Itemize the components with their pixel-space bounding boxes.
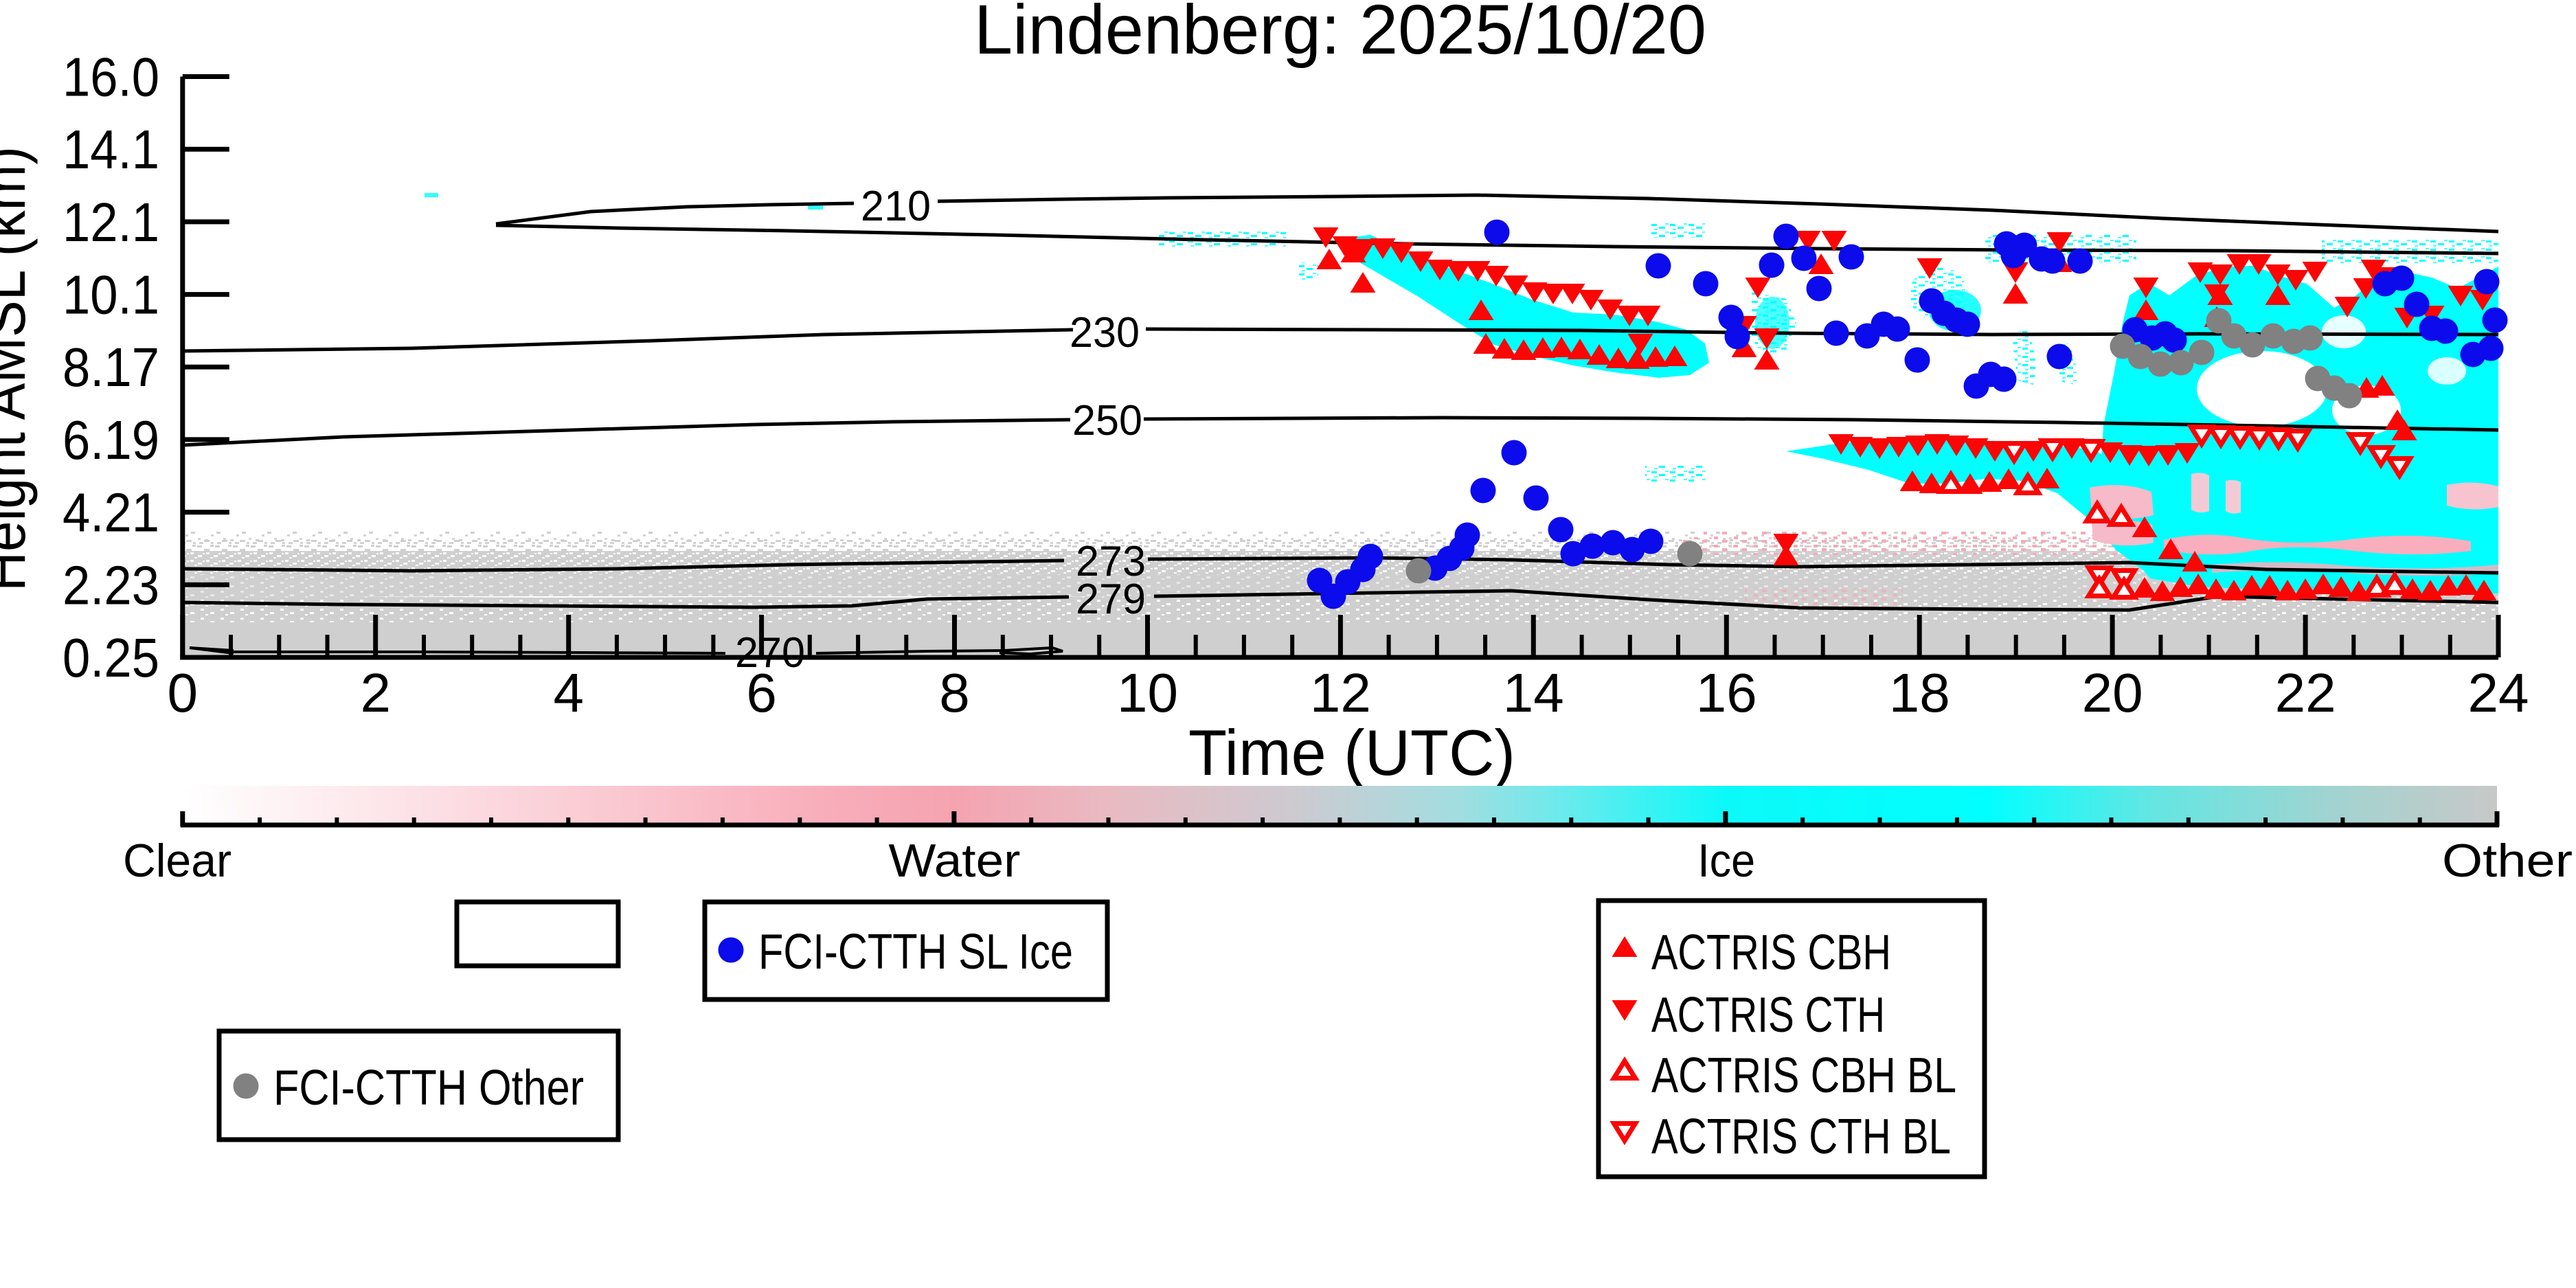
svg-text:ACTRIS CTH: ACTRIS CTH [1651,988,1885,1043]
svg-text:Height AMSL (km): Height AMSL (km) [0,146,38,591]
svg-text:2.23: 2.23 [63,554,159,615]
svg-text:12: 12 [1310,662,1371,723]
svg-text:210: 210 [861,183,931,230]
svg-text:22: 22 [2275,662,2336,723]
svg-text:ACTRIS CTH BL: ACTRIS CTH BL [1651,1109,1951,1164]
svg-text:Ice: Ice [1697,835,1755,887]
svg-text:6.19: 6.19 [63,409,159,471]
svg-text:10.1: 10.1 [63,264,159,326]
svg-text:8: 8 [939,662,970,723]
svg-text:8.17: 8.17 [63,337,159,398]
svg-text:Clear: Clear [123,835,231,887]
svg-text:279: 279 [1076,576,1146,623]
svg-text:16.0: 16.0 [63,47,159,108]
svg-text:Other: Other [2442,835,2573,887]
svg-text:Water: Water [889,835,1021,887]
svg-text:24: 24 [2468,662,2529,723]
svg-text:230: 230 [1070,309,1140,357]
svg-text:20: 20 [2082,662,2143,723]
svg-text:Lindenberg: 2025/10/20: Lindenberg: 2025/10/20 [974,0,1706,69]
svg-text:16: 16 [1696,662,1757,723]
svg-text:FCI-CTTH SL Ice: FCI-CTTH SL Ice [758,925,1073,980]
svg-text:FCI-CTTH Other: FCI-CTTH Other [273,1061,584,1116]
svg-text:0: 0 [168,662,199,723]
svg-text:4: 4 [553,662,584,723]
svg-text:270: 270 [735,629,805,677]
svg-text:ACTRIS CBH: ACTRIS CBH [1651,925,1891,980]
svg-text:18: 18 [1889,662,1950,723]
svg-text:6: 6 [746,662,777,723]
svg-text:2: 2 [360,662,391,723]
svg-text:Time (UTC): Time (UTC) [1188,716,1515,789]
svg-text:14: 14 [1503,662,1564,723]
svg-text:273: 273 [1076,538,1146,585]
svg-text:0.25: 0.25 [63,627,159,688]
svg-text:4.21: 4.21 [63,482,159,543]
svg-text:14.1: 14.1 [63,119,159,180]
svg-text:ACTRIS CBH BL: ACTRIS CBH BL [1651,1048,1956,1103]
svg-text:12.1: 12.1 [63,192,159,253]
svg-text:10: 10 [1117,662,1178,723]
svg-text:250: 250 [1072,397,1142,444]
